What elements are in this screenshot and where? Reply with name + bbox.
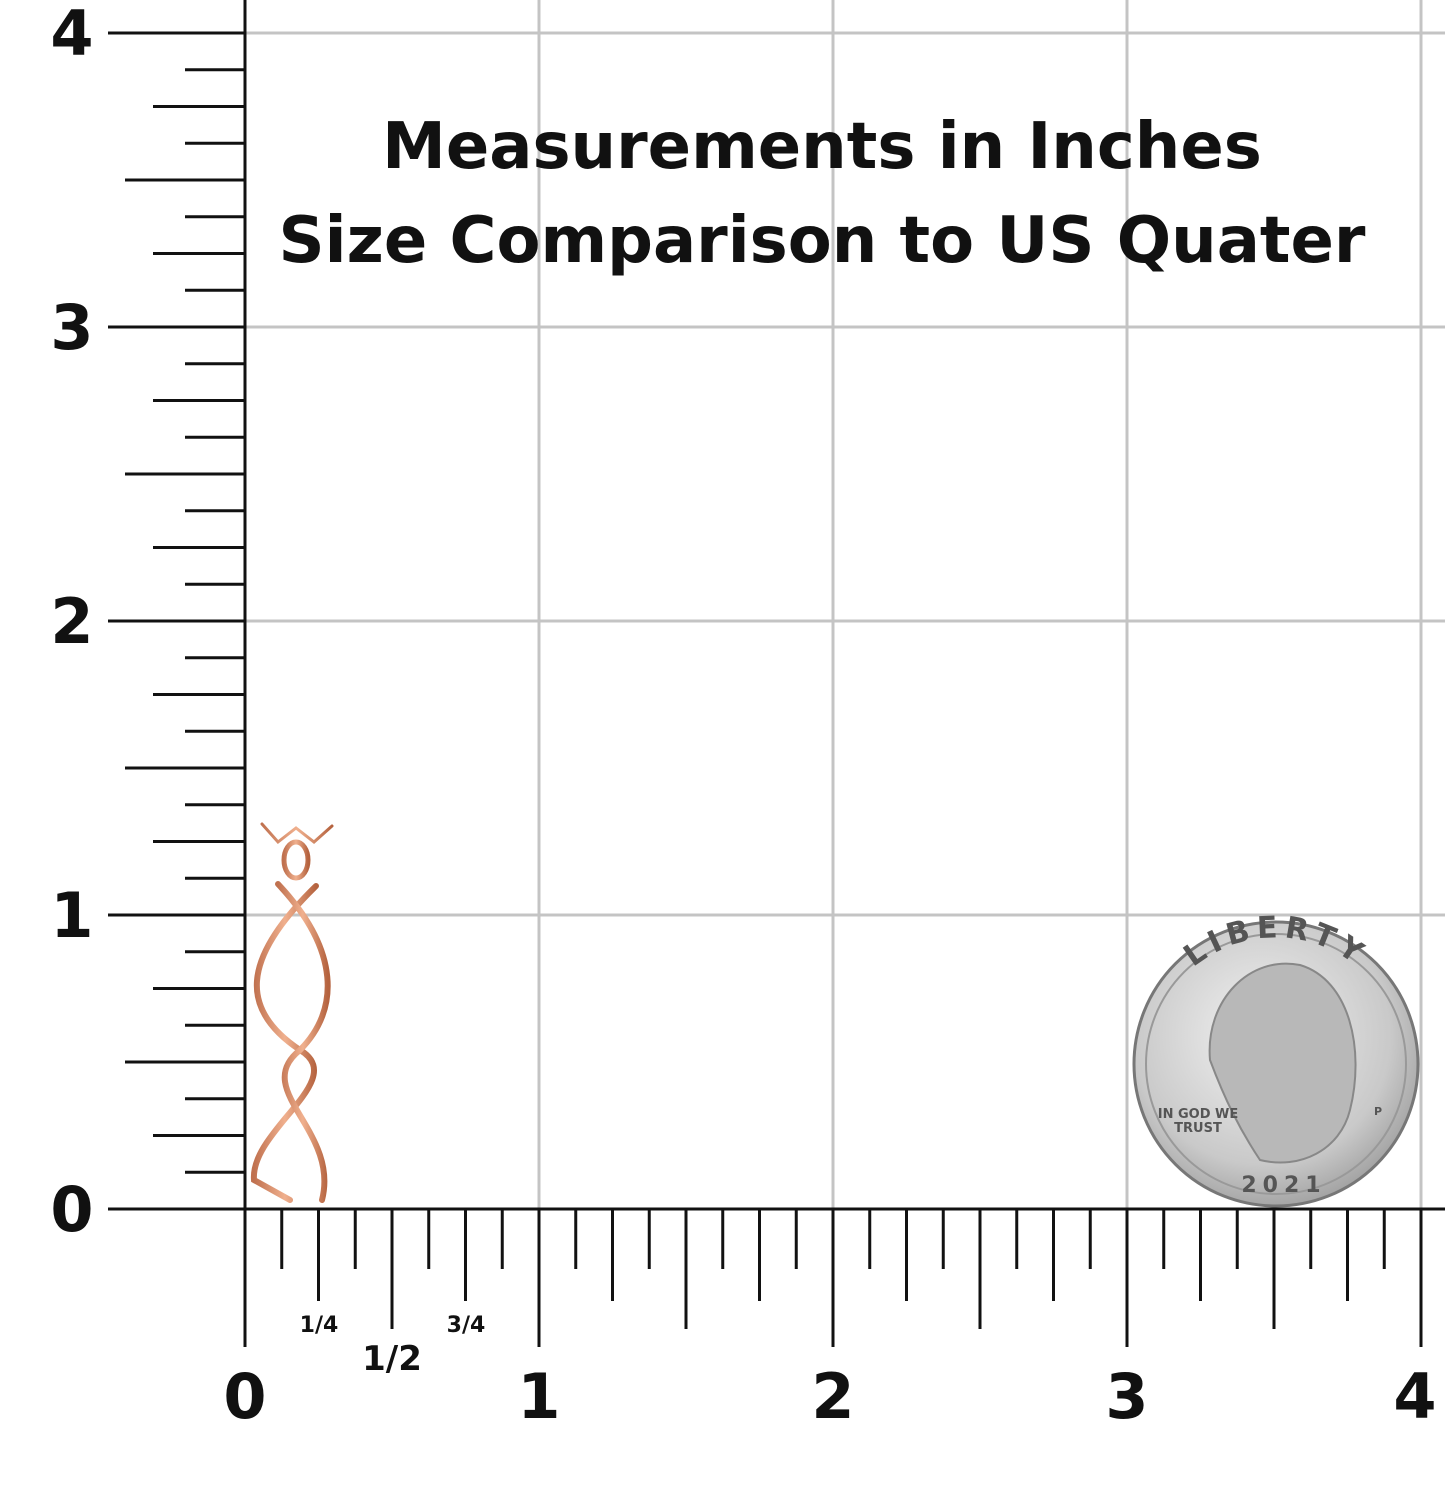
y-label: 3 bbox=[50, 291, 93, 364]
fraction-label: 1/2 bbox=[362, 1339, 422, 1379]
title-line: Size Comparison to US Quater bbox=[279, 204, 1366, 278]
grid bbox=[245, 0, 1445, 1209]
y-label: 0 bbox=[50, 1173, 93, 1246]
x-label: 2 bbox=[811, 1360, 854, 1433]
x-label: 0 bbox=[223, 1360, 266, 1433]
dna-pendant bbox=[250, 822, 336, 1203]
coin-year: 2021 bbox=[1241, 1173, 1326, 1198]
quarter-coin: LIBERTY IN GOD WE TRUST 2021 P bbox=[1132, 910, 1420, 1208]
ruler-labels: 0 1 2 3 4 0 1 2 3 4 bbox=[50, 0, 1436, 1433]
coin-mint: P bbox=[1374, 1105, 1382, 1118]
y-label: 1 bbox=[50, 879, 93, 952]
title-line: Measurements in Inches bbox=[382, 110, 1262, 184]
ruler-ticks bbox=[108, 31, 1423, 1347]
fraction-label: 1/4 bbox=[300, 1313, 339, 1338]
y-label: 4 bbox=[50, 0, 93, 70]
coin-motto: TRUST bbox=[1174, 1121, 1222, 1136]
fraction-label: 3/4 bbox=[447, 1313, 486, 1338]
x-label: 4 bbox=[1393, 1360, 1436, 1433]
y-label: 2 bbox=[50, 585, 93, 658]
x-label: 3 bbox=[1105, 1360, 1148, 1433]
x-label: 1 bbox=[517, 1360, 560, 1433]
coin-motto: IN GOD WE bbox=[1158, 1107, 1239, 1122]
